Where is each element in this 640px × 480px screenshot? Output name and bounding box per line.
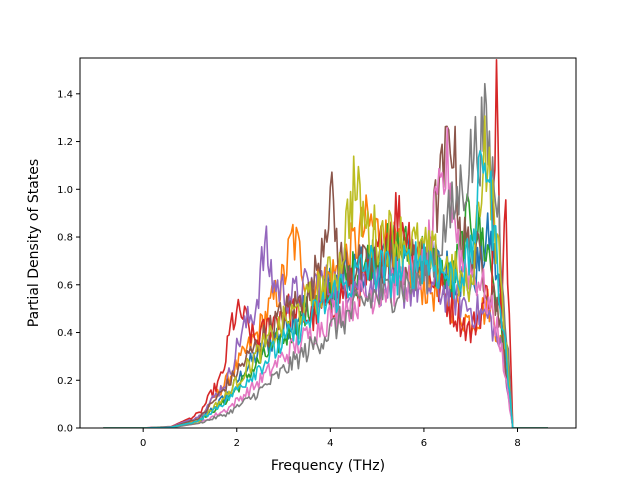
y-axis-ticks: 0.0 0.2 0.4 0.6 0.8 1.0 1.2 1.4 bbox=[57, 89, 80, 435]
plot-frame bbox=[79, 57, 577, 429]
x-tick-label: 8 bbox=[514, 438, 520, 449]
y-tick-label: 0.4 bbox=[57, 328, 73, 339]
y-tick-label: 0.0 bbox=[57, 424, 73, 435]
x-tick-label: 2 bbox=[234, 438, 240, 449]
y-tick-label: 1.0 bbox=[57, 185, 73, 196]
y-tick-label: 0.2 bbox=[57, 376, 73, 387]
y-tick-label: 0.6 bbox=[57, 280, 73, 291]
series-line-10 bbox=[103, 150, 548, 428]
series-layer bbox=[103, 59, 548, 428]
y-axis-label: Partial Density of States bbox=[26, 159, 42, 327]
x-tick-label: 6 bbox=[421, 438, 427, 449]
x-axis-ticks: 0 2 4 6 8 bbox=[140, 428, 521, 449]
x-tick-label: 0 bbox=[140, 438, 146, 449]
y-tick-label: 1.4 bbox=[57, 89, 73, 100]
y-tick-label: 0.8 bbox=[57, 233, 73, 244]
x-axis-label: Frequency (THz) bbox=[271, 458, 385, 474]
x-tick-label: 4 bbox=[327, 438, 333, 449]
y-tick-label: 1.2 bbox=[57, 137, 73, 148]
